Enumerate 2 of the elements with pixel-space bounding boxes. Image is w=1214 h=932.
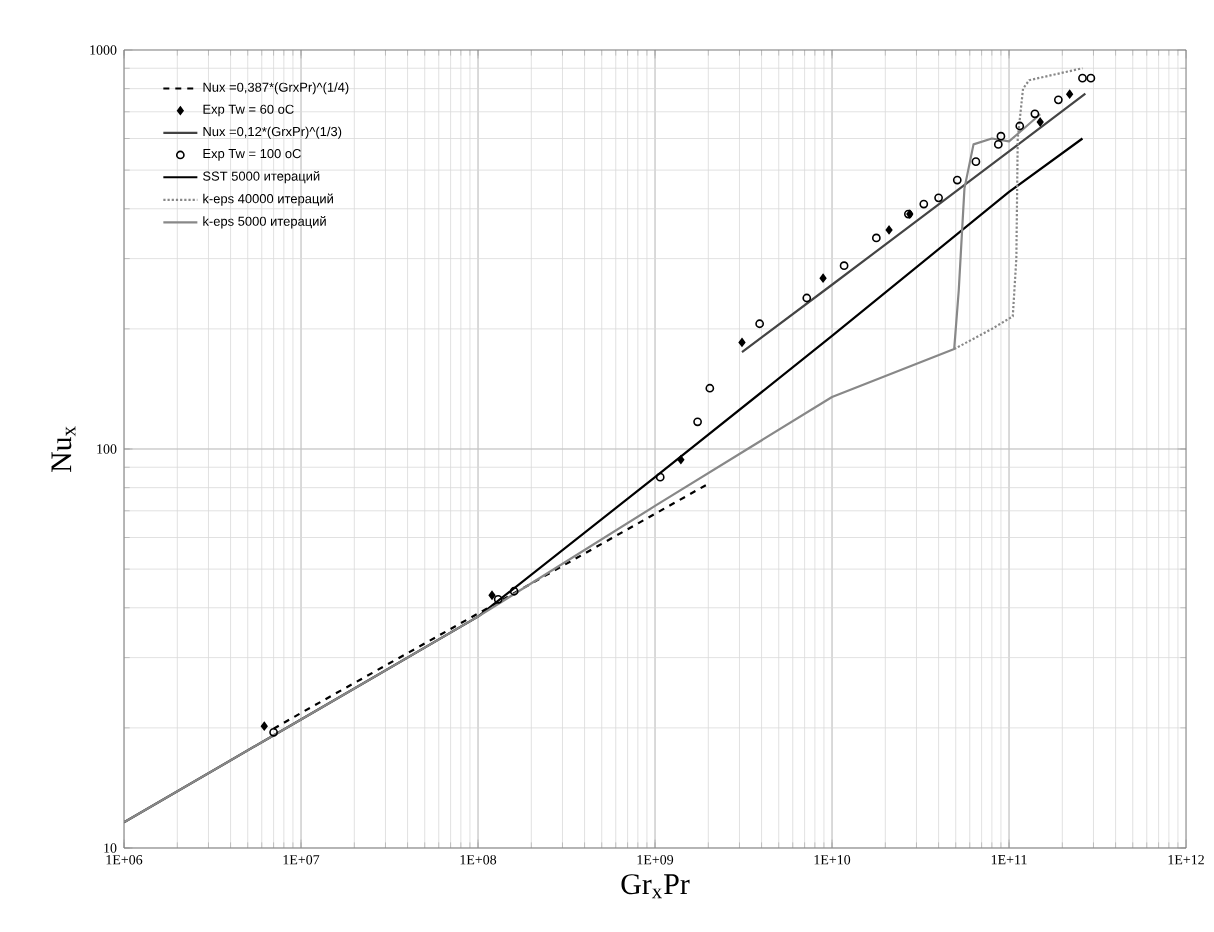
y-axis-title: Nu$_{x}$ [51,426,76,473]
x-axis-title: Gr$_{x}$Pr [621,874,690,899]
